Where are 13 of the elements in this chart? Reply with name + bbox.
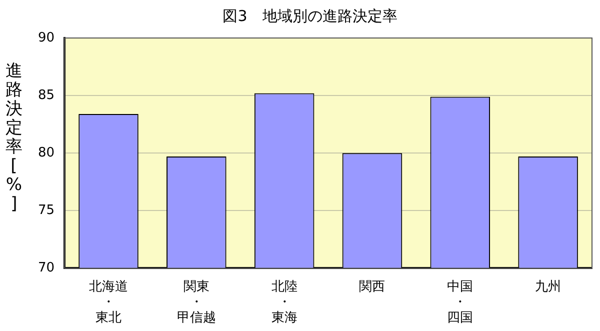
y-tick-label: 70 xyxy=(38,260,55,276)
y-tick-label: 80 xyxy=(38,145,55,160)
y-tick-label: 90 xyxy=(38,30,55,46)
y-tick-label: 75 xyxy=(38,203,55,218)
x-tick-label: 九州 xyxy=(535,279,562,294)
y-axis-title: 進路決定率[%] xyxy=(4,61,24,214)
x-tick-label: 北海道・東北 xyxy=(88,279,128,326)
x-tick-label: 中国・四国 xyxy=(447,279,474,326)
x-tick-label: 北陸・東海 xyxy=(271,279,298,326)
y-tick-label: 85 xyxy=(38,88,55,103)
chart-title: 図3 地域別の進路決定率 xyxy=(222,6,398,25)
x-tick-label: 関西 xyxy=(359,279,386,294)
x-tick-label: 関東・甲信越 xyxy=(176,279,216,326)
